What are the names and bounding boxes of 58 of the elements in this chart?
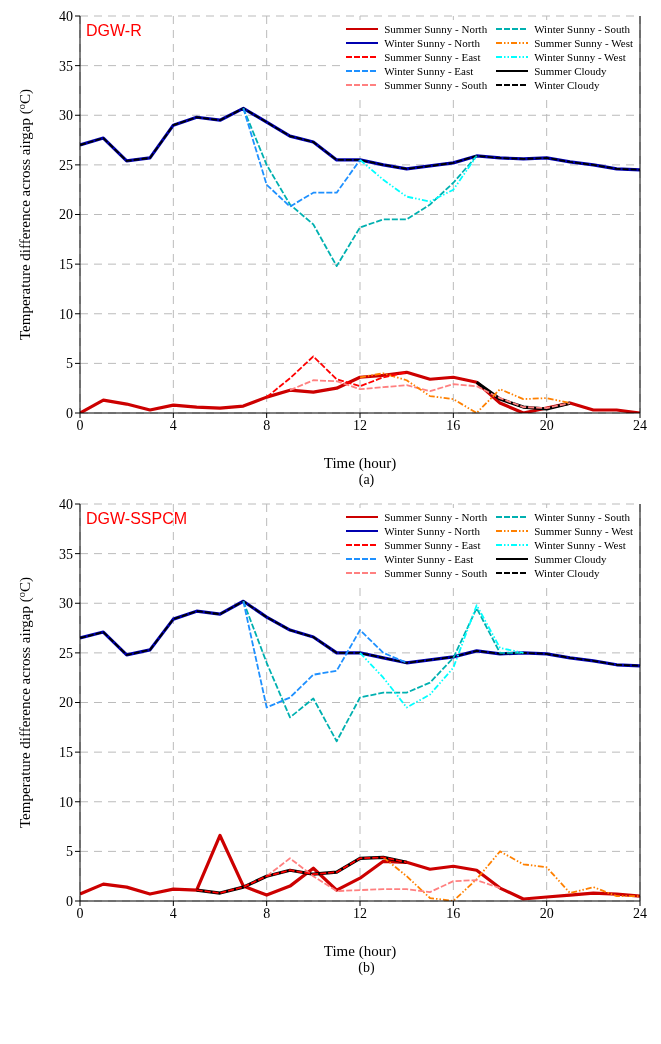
x-tick-label: 24 <box>633 417 647 433</box>
legend-label: Winter Cloudy <box>534 567 600 579</box>
legend-label: Summer Cloudy <box>534 553 607 565</box>
legend-label: Winter Sunny - North <box>384 37 480 49</box>
y-tick-label: 15 <box>59 257 73 273</box>
chart-title: DGW-R <box>86 22 142 40</box>
legend-label: Winter Sunny - South <box>534 511 630 523</box>
y-tick-label: 40 <box>59 8 73 24</box>
legend-label: Winter Cloudy <box>534 79 600 91</box>
legend-label: Winter Sunny - West <box>534 51 626 63</box>
legend-label: Summer Sunny - North <box>384 511 488 523</box>
y-tick-label: 30 <box>59 108 73 124</box>
y-tick-label: 20 <box>59 207 73 223</box>
x-tick-label: 24 <box>633 905 647 921</box>
y-tick-label: 0 <box>66 893 73 909</box>
x-tick-label: 4 <box>169 905 177 921</box>
x-tick-label: 0 <box>76 905 84 921</box>
y-tick-label: 35 <box>59 546 73 562</box>
x-tick-label: 0 <box>76 417 84 433</box>
x-tick-label: 8 <box>263 417 271 433</box>
x-tick-label: 8 <box>263 905 271 921</box>
y-tick-label: 10 <box>59 306 73 322</box>
chart-title: DGW-SSPCM <box>86 510 188 528</box>
x-tick-label: 16 <box>446 417 461 433</box>
legend-label: Winter Sunny - East <box>384 553 474 565</box>
y-tick-label: 20 <box>59 695 73 711</box>
x-tick-label: 16 <box>446 905 461 921</box>
x-tick-label: 20 <box>539 905 554 921</box>
x-tick-label: 12 <box>353 417 367 433</box>
legend-label: Summer Sunny - South <box>384 79 488 91</box>
legend-label: Summer Sunny - East <box>384 51 481 63</box>
y-tick-label: 0 <box>66 405 73 421</box>
x-axis-title: Time (hour) <box>323 455 397 472</box>
text: (a) <box>357 472 376 488</box>
legend-label: Summer Sunny - East <box>384 539 481 551</box>
y-tick-label: 35 <box>59 58 73 74</box>
y-tick-label: 5 <box>66 356 73 372</box>
legend-label: Winter Sunny - North <box>384 525 480 537</box>
x-tick-label: 20 <box>539 417 554 433</box>
legend-label: Summer Sunny - North <box>384 23 488 35</box>
text: (b) <box>357 960 376 976</box>
y-tick-label: 30 <box>59 596 73 612</box>
y-tick-label: 25 <box>59 645 73 661</box>
legend-label: Winter Sunny - East <box>384 65 474 77</box>
legend-label: Winter Sunny - West <box>534 539 626 551</box>
y-tick-label: 10 <box>59 794 73 810</box>
y-tick-label: 40 <box>59 496 73 512</box>
legend-label: Summer Sunny - West <box>534 37 633 49</box>
y-tick-label: 15 <box>59 745 73 761</box>
x-tick-label: 12 <box>353 905 367 921</box>
legend-label: Summer Cloudy <box>534 65 607 77</box>
y-tick-label: 5 <box>66 844 73 860</box>
x-axis-title: Time (hour) <box>323 943 397 960</box>
legend-label: Summer Sunny - West <box>534 525 633 537</box>
y-tick-label: 25 <box>59 157 73 173</box>
legend-label: Winter Sunny - South <box>534 23 630 35</box>
legend-label: Summer Sunny - South <box>384 567 488 579</box>
x-tick-label: 4 <box>169 417 177 433</box>
